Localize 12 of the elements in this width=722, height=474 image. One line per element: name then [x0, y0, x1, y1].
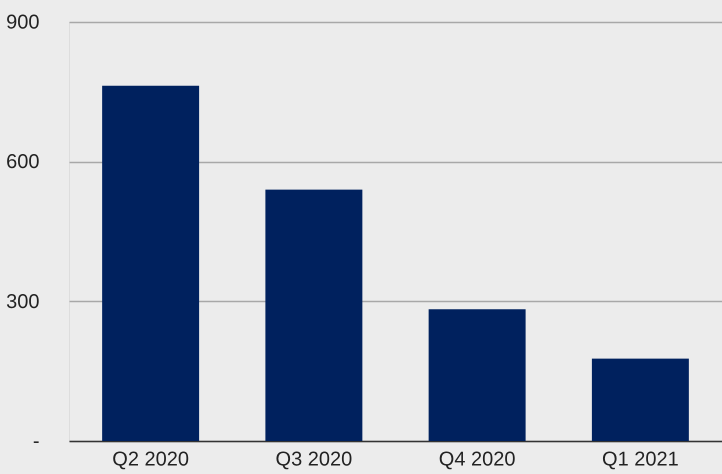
y-tick-label: 900	[6, 12, 40, 34]
x-tick-label: Q3 2020	[276, 448, 352, 470]
x-tick-label: Q1 2021	[602, 448, 679, 470]
x-tick-label: Q4 2020	[438, 448, 516, 470]
bar	[428, 309, 526, 441]
bar	[592, 358, 689, 441]
y-tick-label: 300	[6, 290, 40, 313]
bar	[265, 190, 362, 441]
y-tick-label: -	[32, 430, 40, 452]
y-tick-label: 600	[6, 151, 40, 174]
bar	[102, 86, 200, 441]
x-tick-label: Q2 2020	[112, 448, 189, 470]
